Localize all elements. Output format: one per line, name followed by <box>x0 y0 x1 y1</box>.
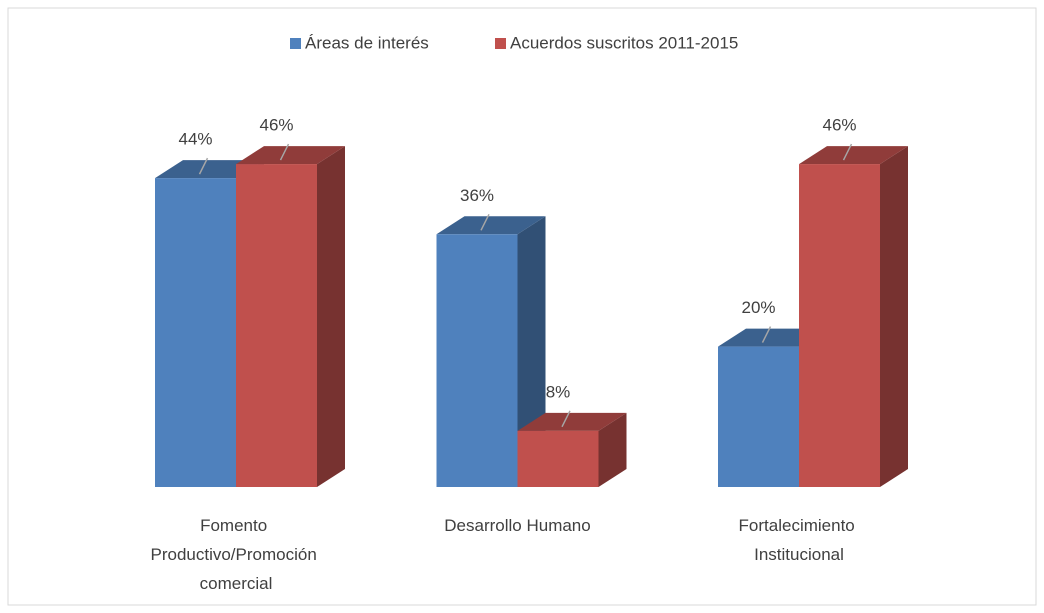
leader-line <box>198 157 209 175</box>
bar-front <box>517 430 599 487</box>
bar-front <box>236 164 317 487</box>
bar-top <box>517 412 627 431</box>
bar <box>236 146 345 487</box>
bar-side <box>880 146 908 487</box>
bar-top <box>236 146 345 165</box>
bar-front <box>155 178 236 487</box>
bar-front <box>436 234 518 487</box>
data-label: 44% <box>178 130 212 149</box>
data-label: 46% <box>822 116 856 135</box>
bar-front <box>799 164 880 487</box>
x-tick-label-line: comercial <box>200 574 273 593</box>
leader-line <box>561 410 571 428</box>
data-label: 36% <box>460 186 494 205</box>
x-tick-label: Fortalecimiento Institucional <box>739 516 860 564</box>
bar <box>517 412 627 487</box>
leader-line <box>842 143 853 161</box>
legend-label: Áreas de interés <box>305 33 429 52</box>
bar-side <box>317 146 345 487</box>
x-tick-label: Fomento Productivo/Promoción comercial <box>150 516 321 593</box>
leader-line <box>480 213 490 231</box>
data-label: 20% <box>741 298 775 317</box>
x-tick-label-line: Productivo/Promoción <box>150 545 321 564</box>
x-tick-label: Desarrollo Humano <box>444 516 590 535</box>
data-label: 8% <box>546 382 571 401</box>
bar-front <box>718 346 799 487</box>
leader-line <box>279 143 290 161</box>
bar-top <box>799 146 908 165</box>
data-label: 46% <box>259 116 293 135</box>
bar <box>799 146 908 487</box>
x-tick-label-line: Desarrollo Humano <box>444 516 590 535</box>
bar <box>436 216 546 487</box>
x-tick-label-line: Fomento <box>200 516 272 535</box>
bar-side <box>598 412 627 487</box>
bar-top <box>436 216 546 235</box>
legend-label: Acuerdos suscritos 2011-2015 <box>510 33 738 52</box>
legend-swatch <box>495 38 506 49</box>
x-tick-label-line: Fortalecimiento <box>739 516 860 535</box>
x-tick-label-line: Institucional <box>754 545 844 564</box>
legend-swatch <box>290 38 301 49</box>
leader-line <box>761 326 772 343</box>
